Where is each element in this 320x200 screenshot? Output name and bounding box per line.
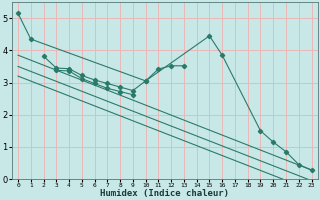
X-axis label: Humidex (Indice chaleur): Humidex (Indice chaleur) [100, 189, 229, 198]
